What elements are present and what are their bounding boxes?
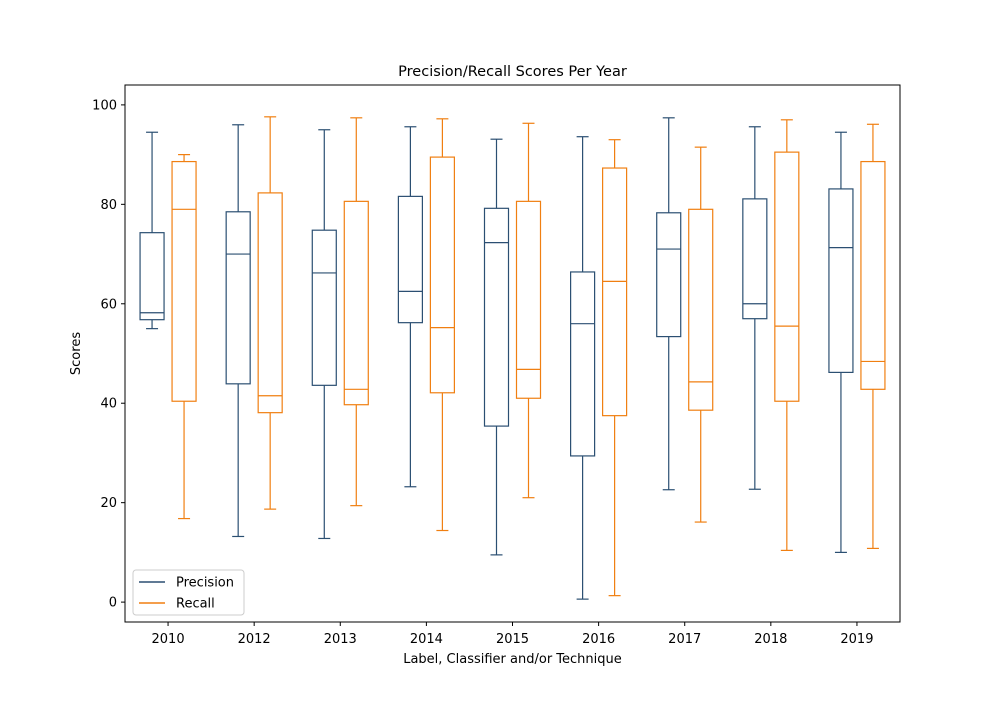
y-tick-label: 100 [92,98,117,113]
box-body [828,188,854,373]
x-tick-label: 2014 [410,632,443,647]
x-tick-label: 2013 [324,632,357,647]
chart-marks: 0 20 40 60 80 100 2010 2012 2013 2014 2015 2016 2017… [92,98,886,647]
box-precision-2014 [397,126,423,488]
box-recall-2015 [515,122,542,499]
box-body [225,211,251,385]
y-tick-label: 80 [100,198,117,213]
legend-label-recall: Recall [176,597,215,612]
box-precision-2017 [656,117,682,491]
box-body [429,156,455,394]
box-body [774,151,800,402]
y-axis-label: Scores [69,332,84,375]
chart-title: Precision/Recall Scores Per Year [398,64,627,80]
x-tick-label: 2010 [152,632,185,647]
box-body [483,207,510,427]
box-body [688,208,714,411]
plot-frame [124,84,901,623]
box-body [515,200,542,399]
box-body [570,271,596,457]
box-body [311,229,337,386]
box-body [171,160,197,402]
box-recall-2017 [688,146,714,523]
box-recall-2010 [171,154,197,520]
x-tick-label: 2018 [754,632,787,647]
x-tick-label: 2015 [496,632,529,647]
x-tick-label: 2016 [582,632,615,647]
box-body [860,160,886,390]
x-tick-label: 2012 [238,632,271,647]
box-precision-2015 [483,138,510,556]
legend-label-precision: Precision [176,576,234,591]
box-precision-2013 [311,129,337,540]
box-recall-2018 [774,119,800,552]
box-precision-2019 [828,131,854,553]
box-recall-2019 [860,123,886,550]
box-precision-2016 [570,136,596,600]
box-body [139,232,165,321]
box-body [602,167,628,417]
y-tick-label: 40 [100,397,117,412]
x-axis-label: Label, Classifier and/or Technique [403,652,622,667]
box-precision-2010 [139,131,165,330]
box-body [742,198,768,320]
box-body [343,200,369,406]
legend: Precision Recall [132,569,245,616]
box-body [257,192,283,414]
box-body [656,212,682,338]
y-tick-label: 60 [100,297,117,312]
y-tick-label: 0 [109,596,117,611]
x-tick-label: 2017 [668,632,701,647]
y-tick-label: 20 [100,496,117,511]
box-recall-2013 [343,117,369,507]
box-body [397,195,423,324]
box-precision-2018 [742,126,768,490]
box-recall-2014 [429,118,455,532]
box-recall-2012 [257,116,283,510]
x-tick-label: 2019 [840,632,873,647]
box-recall-2016 [602,139,628,597]
box-precision-2012 [225,124,251,538]
